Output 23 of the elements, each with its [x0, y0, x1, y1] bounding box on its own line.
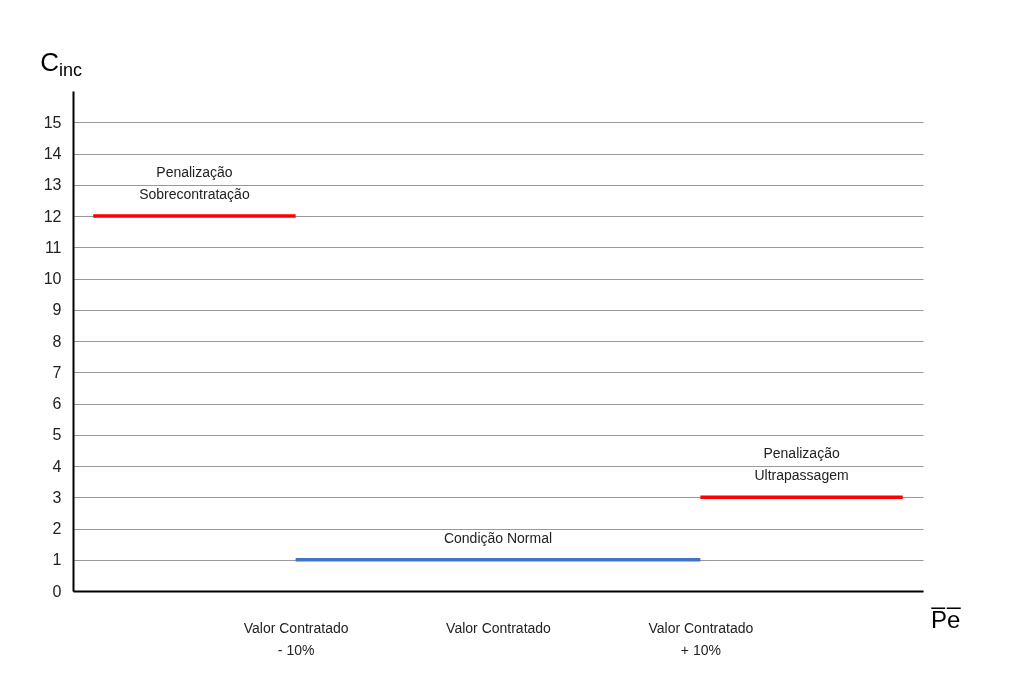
x-tick-label: Valor Contratado: [446, 619, 552, 636]
y-tick-label: 5: [52, 426, 62, 444]
y-tick-label: 9: [52, 301, 62, 319]
y-tick-label: 0: [52, 582, 62, 600]
x-tick-label: Valor Contratado + 10%: [648, 619, 754, 658]
y-tick-label: 3: [52, 488, 62, 506]
x-tick-label: Valor Contratado - 10%: [243, 619, 349, 658]
annotation: Condição Normal: [443, 529, 553, 546]
y-tick-label: 12: [43, 207, 62, 225]
x-axis-title: P̅e̅: [931, 606, 961, 633]
y-tick-label: 6: [52, 395, 62, 412]
y-tick-label: 13: [43, 176, 62, 194]
y-tick-label: 14: [43, 145, 62, 162]
y-tick-label: 1: [52, 551, 62, 569]
y-tick-label: 2: [52, 520, 62, 537]
y-tick-label: 11: [44, 238, 62, 256]
y-tick-label: 15: [43, 113, 62, 131]
annotation: Penalização Ultrapassagem: [754, 445, 849, 484]
y-tick-label: 7: [52, 363, 62, 381]
y-tick-label: 8: [52, 332, 62, 350]
y-tick-label: 10: [43, 270, 62, 287]
annotation: Penalização Sobrecontratação: [139, 164, 250, 202]
y-tick-label: 4: [52, 457, 62, 475]
